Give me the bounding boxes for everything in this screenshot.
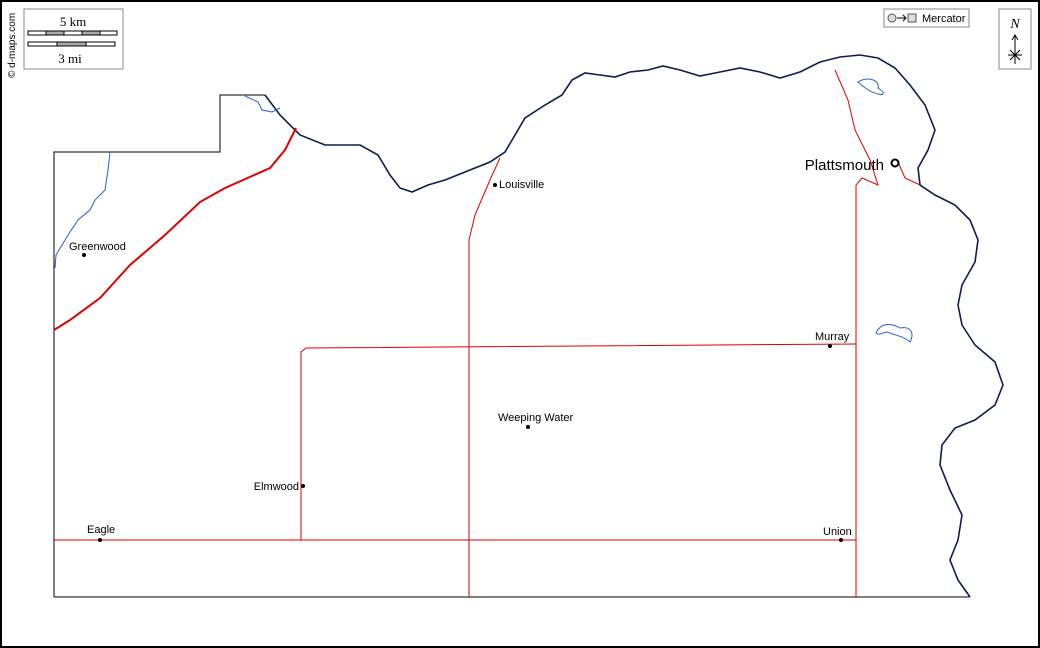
water [54, 78, 913, 343]
north-arrow: N [998, 8, 1032, 70]
town-marker [82, 253, 86, 257]
town-label: Elmwood [254, 481, 299, 493]
town-marker [493, 183, 497, 187]
projection: Mercator [922, 13, 966, 25]
town-marker [526, 425, 530, 429]
scale-mi: 3 mi [58, 51, 82, 66]
town-label: Louisville [499, 179, 544, 191]
credit: © d-maps.com [7, 13, 18, 78]
town-marker [301, 484, 305, 488]
border [53, 94, 265, 597]
town-marker [839, 538, 843, 542]
town-marker [828, 344, 832, 348]
town-label: Weeping Water [498, 412, 574, 424]
town-label: Eagle [87, 524, 115, 536]
town-label: Murray [815, 331, 850, 343]
highway [53, 127, 297, 331]
town-marker [98, 538, 102, 542]
river [264, 54, 1004, 598]
projection-box: Mercator [883, 8, 970, 28]
scale-bar: 5 km 3 mi [23, 8, 124, 70]
city-marker [890, 158, 900, 168]
town-label: Union [823, 526, 852, 538]
town-label: Greenwood [69, 241, 126, 253]
road [54, 69, 921, 597]
scale-km: 5 km [60, 14, 86, 29]
places: Plattsmouth Louisville Greenwood Murray … [69, 157, 900, 542]
north: N [1009, 17, 1020, 32]
city-label: Plattsmouth [805, 157, 884, 174]
